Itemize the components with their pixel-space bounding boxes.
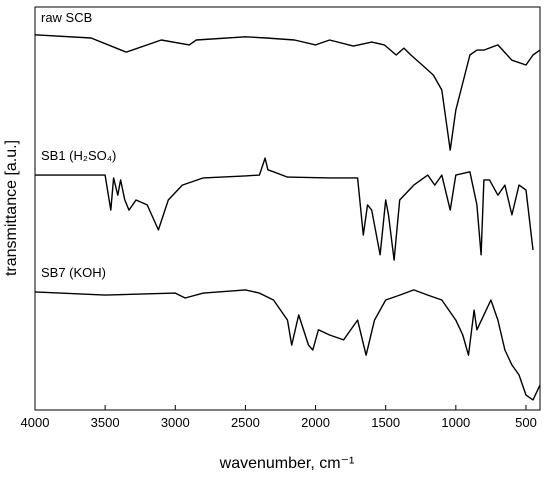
x-tick-label: 2500 <box>231 415 260 430</box>
x-tick-label: 1500 <box>371 415 400 430</box>
series-label: SB1 (H₂SO₄) <box>41 148 116 163</box>
x-tick-label: 3000 <box>161 415 190 430</box>
series-label: raw SCB <box>41 10 92 25</box>
x-axis-label: wavenumber, cm⁻¹ <box>219 455 355 472</box>
spectrum-line <box>34 34 541 151</box>
x-tick-label: 500 <box>515 415 537 430</box>
plot-frame <box>34 6 541 411</box>
x-tick-label: 3500 <box>91 415 120 430</box>
x-tick-label: 1000 <box>441 415 470 430</box>
series-label: SB7 (KOH) <box>41 265 106 280</box>
spectrum-line <box>34 289 541 401</box>
x-tick-label: 4000 <box>21 415 50 430</box>
spectrum-line <box>35 157 534 261</box>
x-tick-label: 2000 <box>301 415 330 430</box>
y-axis-label: transmittance [a.u.] <box>3 140 20 276</box>
